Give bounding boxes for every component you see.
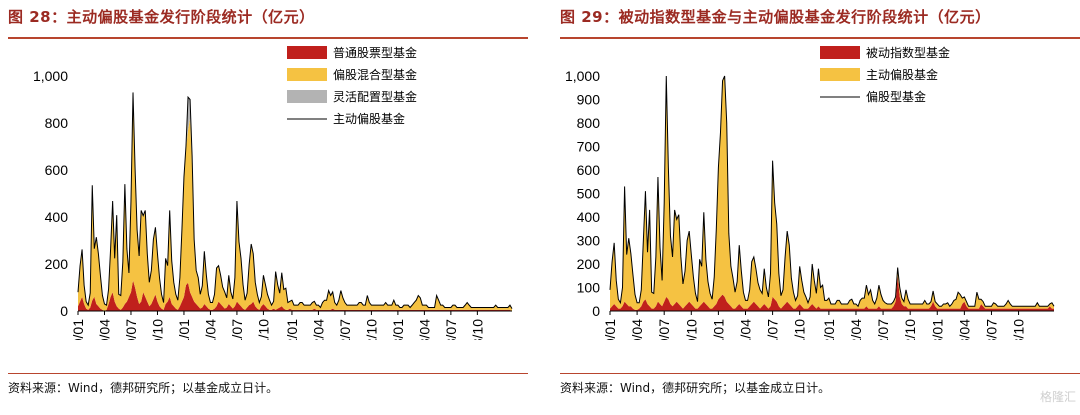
y-tick-label: 600 <box>577 162 601 178</box>
area-series-1 <box>78 97 512 312</box>
legend-label: 灵活配置型基金 <box>333 89 417 104</box>
x-tick-label: 20/01 <box>70 319 86 340</box>
x-tick-label: 23/10 <box>469 319 485 340</box>
total-line <box>609 75 1055 308</box>
chart-panel-right: 图 29：被动指数型基金与主动偏股基金发行阶段统计（亿元） 0 100 200 300… <box>552 0 1080 415</box>
y-tick-label: 800 <box>577 115 601 131</box>
y-tick-label: 500 <box>577 186 601 202</box>
y-tick-label: 900 <box>577 92 601 108</box>
x-tick-label: 21/01 <box>176 319 192 340</box>
x-tick-label: 22/07 <box>337 319 353 340</box>
x-tick-label: 20/04 <box>629 319 645 340</box>
title-divider <box>560 37 1080 39</box>
x-tick-label: 21/01 <box>710 319 726 340</box>
chart-title: 图 28：主动偏股基金发行阶段统计（亿元） <box>8 8 315 26</box>
y-tick-label: 1,000 <box>565 68 600 84</box>
x-tick-label: 20/07 <box>656 319 672 340</box>
source-divider <box>560 373 1080 374</box>
y-tick-label: 200 <box>577 256 601 272</box>
area-series-0 <box>610 275 1054 311</box>
x-tick-label: 23/04 <box>956 319 972 340</box>
x-tick-label: 22/01 <box>821 319 837 340</box>
x-tick-label: 21/10 <box>792 319 808 340</box>
total-line <box>77 92 513 309</box>
legend-swatch <box>287 68 327 81</box>
y-tick-label: 100 <box>577 280 601 296</box>
x-tick-label: 22/04 <box>848 319 864 340</box>
y-tick-label: 0 <box>592 303 600 319</box>
area-series-0 <box>78 280 512 311</box>
legend-label: 被动指数型基金 <box>866 45 950 60</box>
x-tick-label: 23/07 <box>983 319 999 340</box>
x-tick-label: 21/10 <box>255 319 271 340</box>
y-tick-label: 400 <box>45 209 69 225</box>
y-tick-label: 300 <box>577 233 601 249</box>
legend-label: 偏股混合型基金 <box>333 67 417 82</box>
y-tick-label: 200 <box>45 256 69 272</box>
y-tick-label: 1,000 <box>33 68 68 84</box>
legend-swatch <box>287 46 327 59</box>
y-tick-label: 800 <box>45 115 69 131</box>
area-series-1 <box>610 76 1054 310</box>
legend-swatch <box>820 46 860 59</box>
x-tick-label: 20/10 <box>149 319 165 340</box>
watermark-logo: 格隆汇 <box>1039 390 1076 404</box>
x-tick-label: 23/10 <box>1011 319 1027 340</box>
legend-swatch <box>820 68 860 81</box>
x-tick-label: 21/07 <box>765 319 781 340</box>
legend-label: 普通股票型基金 <box>333 45 417 60</box>
y-tick-label: 0 <box>60 303 68 319</box>
title-divider <box>8 37 528 39</box>
x-tick-label: 20/07 <box>123 319 139 340</box>
x-tick-label: 23/04 <box>416 319 432 340</box>
x-tick-label: 22/10 <box>363 319 379 340</box>
chart-area-right: 0 100 200 300 400 500 600 700 800 900 1,000 20/01 20… <box>565 45 1055 340</box>
x-tick-label: 22/04 <box>310 319 326 340</box>
source-divider <box>8 373 528 374</box>
legend-label: 主动偏股基金 <box>333 111 405 126</box>
legend-label: 偏股型基金 <box>866 89 926 104</box>
x-tick-label: 22/10 <box>902 319 918 340</box>
chart-title: 图 29：被动指数型基金与主动偏股基金发行阶段统计（亿元） <box>560 8 991 26</box>
source-note: 资料来源：Wind，德邦研究所；以基金成立日计。 <box>560 381 831 395</box>
y-tick-label: 600 <box>45 162 69 178</box>
x-tick-label: 23/07 <box>443 319 459 340</box>
x-tick-label: 20/10 <box>683 319 699 340</box>
source-note: 资料来源：Wind，德邦研究所；以基金成立日计。 <box>8 381 279 395</box>
y-tick-label: 700 <box>577 139 601 155</box>
x-tick-label: 23/01 <box>929 319 945 340</box>
x-tick-label: 21/04 <box>202 319 218 340</box>
x-tick-label: 21/04 <box>737 319 753 340</box>
legend-swatch <box>287 90 327 103</box>
chart-area-left: 0 200 400 600 800 1,000 20/01 20/04 20/07 20/10 21… <box>33 45 513 340</box>
x-tick-label: 22/07 <box>875 319 891 340</box>
x-tick-label: 21/07 <box>229 319 245 340</box>
x-tick-label: 22/01 <box>284 319 300 340</box>
x-tick-label: 20/01 <box>602 319 618 340</box>
y-tick-label: 400 <box>577 209 601 225</box>
legend-label: 主动偏股基金 <box>866 67 938 82</box>
x-tick-label: 20/04 <box>96 319 112 340</box>
chart-panel-left: 图 28：主动偏股基金发行阶段统计（亿元） 0 200 400 600 800 1,000… <box>0 0 528 415</box>
x-tick-label: 23/01 <box>390 319 406 340</box>
